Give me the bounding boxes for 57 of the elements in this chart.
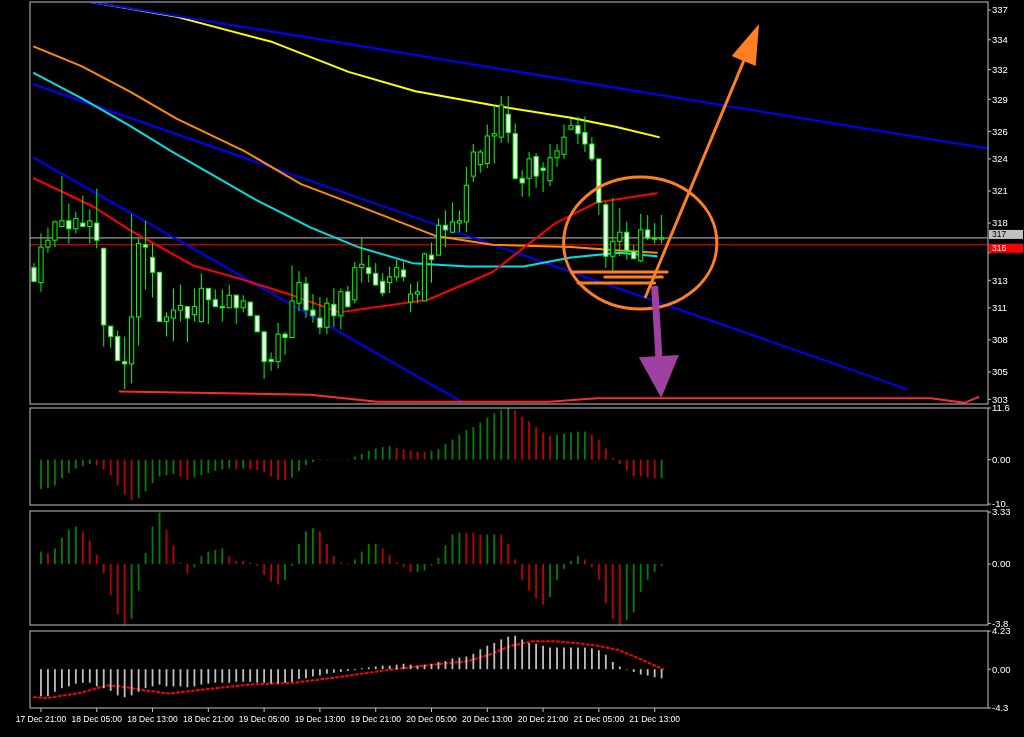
candlestick	[449, 201, 456, 234]
y-tick-label: 0.00	[992, 558, 1011, 570]
candlestick	[442, 209, 449, 248]
candlestick	[205, 287, 211, 325]
candlestick	[387, 266, 393, 294]
candlestick	[219, 288, 225, 323]
x-tick-label: 18 Dec 21:00	[183, 714, 234, 724]
y-tick-label: 311	[992, 302, 1008, 314]
y-tick-label: 329	[992, 93, 1008, 105]
candlestick	[477, 149, 483, 174]
y-tick-label: 305	[992, 366, 1008, 378]
candlestick	[163, 311, 170, 337]
candlestick	[170, 287, 177, 342]
ref-line-label: 316	[992, 243, 1007, 254]
x-tick-label: 21 Dec 13:00	[629, 714, 681, 724]
y-tick-label: 321	[992, 185, 1008, 197]
x-tick-label: 20 Dec 13:00	[462, 714, 513, 724]
y-tick-label: 334	[992, 34, 1008, 46]
candlestick	[184, 306, 191, 343]
y-tick-label: 313	[992, 274, 1008, 286]
x-tick-label: 20 Dec 05:00	[406, 714, 458, 724]
candlestick	[380, 272, 386, 297]
x-tick-label: 17 Dec 21:00	[15, 714, 67, 724]
x-tick-label: 18 Dec 13:00	[127, 714, 179, 724]
y-tick-label: 326	[992, 125, 1008, 137]
candlestick	[177, 284, 184, 323]
y-tick-label: 318	[992, 217, 1008, 229]
candlestick	[401, 261, 407, 282]
candlestick	[394, 259, 400, 282]
candlestick	[149, 243, 156, 298]
candlestick	[142, 220, 149, 290]
y-tick-label: 11.6	[992, 402, 1010, 414]
y-tick-label: -4.3	[992, 702, 1009, 714]
x-tick-label: 19 Dec 05:00	[238, 714, 290, 724]
y-tick-label: 0.00	[992, 453, 1011, 465]
x-tick-label: 19 Dec 21:00	[350, 714, 402, 724]
candlestick	[191, 287, 197, 323]
x-tick-label: 18 Dec 05:00	[71, 714, 123, 724]
candlestick	[428, 242, 435, 284]
candlestick	[456, 209, 462, 233]
candlestick	[108, 325, 114, 349]
ref-line-label: 317	[992, 229, 1007, 240]
y-tick-label: 308	[992, 334, 1008, 346]
y-tick-label: 332	[992, 63, 1008, 75]
candlestick	[659, 214, 665, 245]
candlestick	[652, 222, 658, 245]
x-tick-label: 21 Dec 05:00	[573, 714, 625, 724]
candlestick	[414, 280, 421, 304]
x-tick-label: 20 Dec 21:00	[517, 714, 569, 724]
candlestick	[645, 214, 651, 241]
candlestick	[407, 283, 414, 313]
x-tick-label: 19 Dec 13:00	[294, 714, 346, 724]
candlestick	[122, 335, 128, 390]
y-tick-label: 337	[992, 4, 1008, 16]
y-tick-label: 303	[992, 393, 1008, 405]
y-tick-label: 0.00	[992, 663, 1011, 675]
y-tick-label: 324	[992, 153, 1008, 165]
